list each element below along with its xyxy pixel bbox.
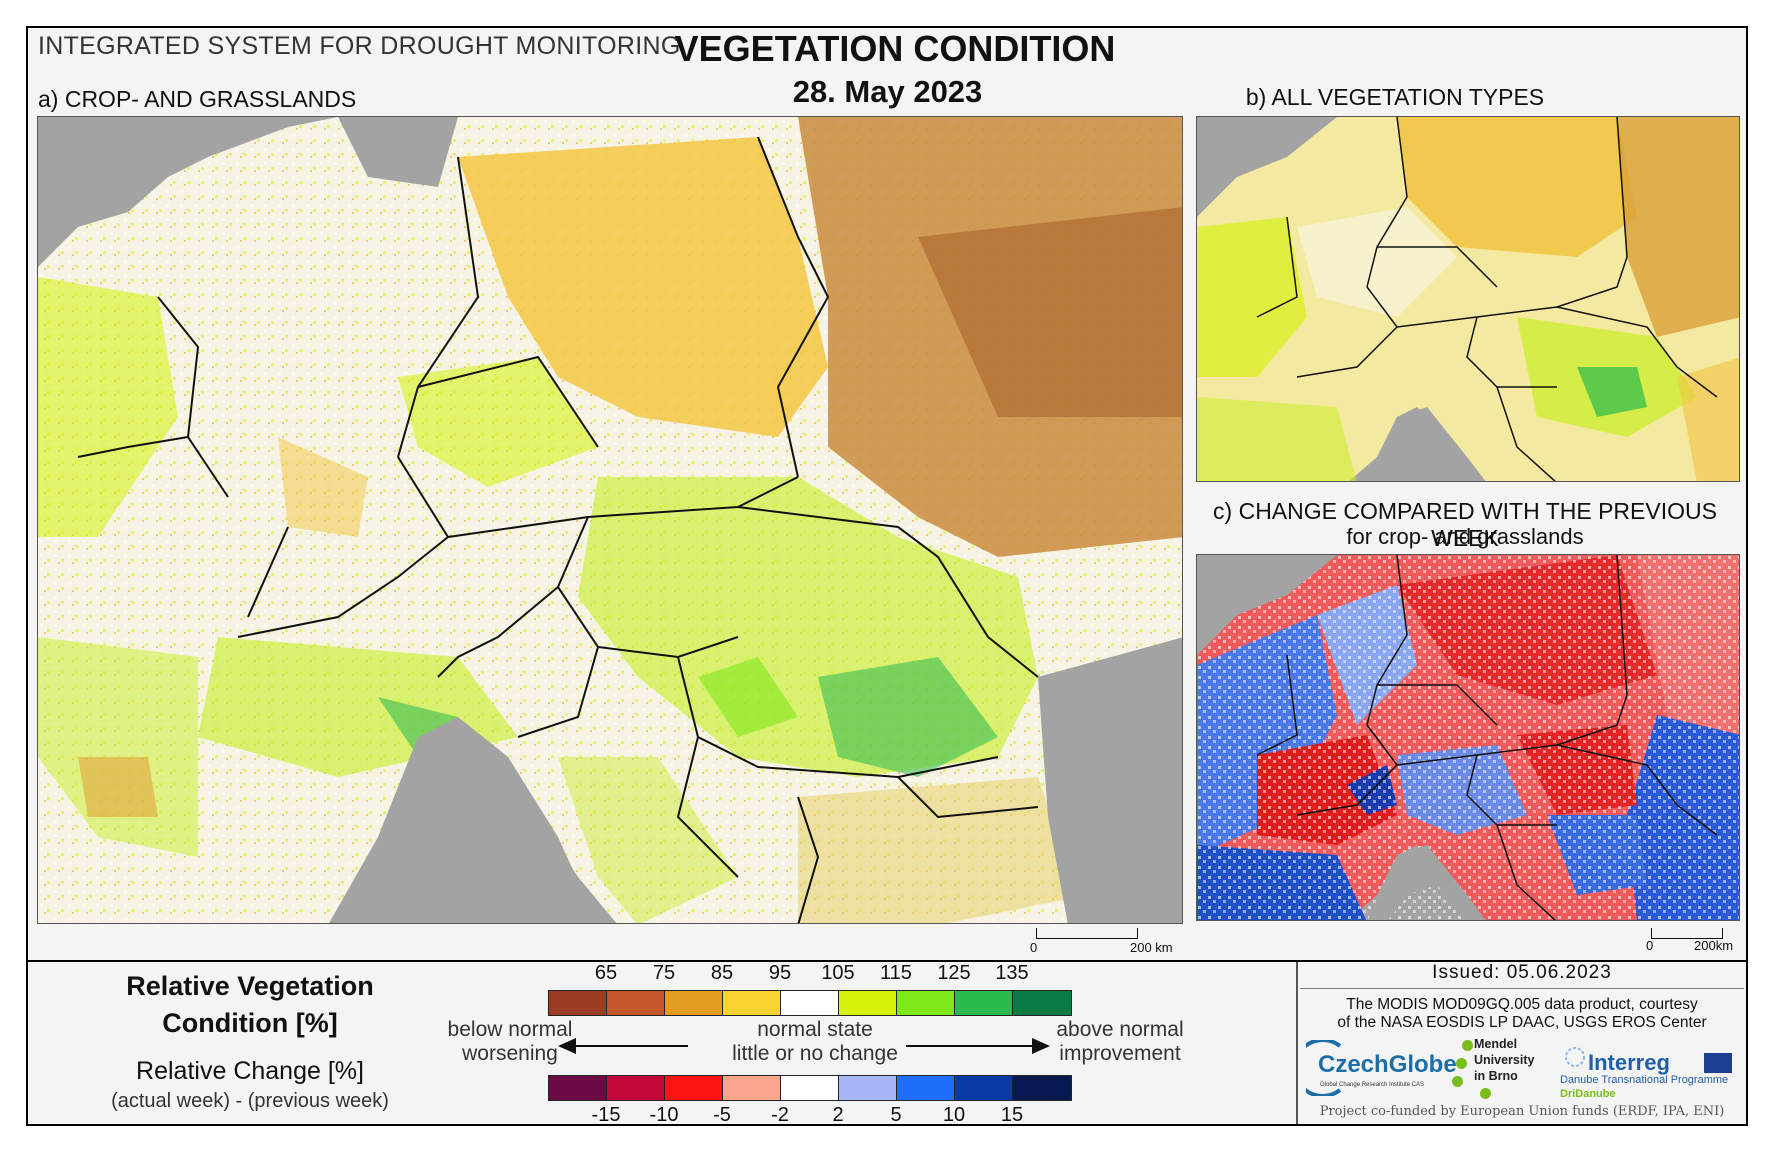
normal-state-text: normal state [757,1018,873,1041]
condition-tick-label: 75 [652,962,676,984]
change-tick-label: -10 [649,1104,679,1126]
condition-swatch [839,991,897,1015]
condition-swatch [723,991,781,1015]
condition-tick-label: 125 [937,962,971,984]
improvement-text: improvement [1059,1042,1181,1065]
change-tick-label: 15 [1000,1104,1024,1126]
condition-tick-label: 95 [768,962,792,984]
change-tick-label: 2 [832,1104,844,1126]
condition-colorbar [548,990,1072,1016]
dridanube-label: DriDanube [1560,1088,1616,1100]
interreg-star-icon [1565,1047,1585,1067]
worsening-text: worsening [462,1042,558,1065]
legend-relative-change: Relative Change [%] [136,1057,364,1085]
panel-a-title: a) CROP- AND GRASSLANDS [38,86,357,112]
above-normal-text: above normal [1056,1018,1184,1041]
panel-c-subtitle: for crop- and grasslands [1346,524,1584,549]
map-weekly-change[interactable] [1196,554,1740,921]
legend-divider [1296,962,1298,1124]
direction-arrows [558,1038,1050,1054]
condition-swatch [607,991,665,1015]
eu-flag-icon [1704,1053,1732,1073]
mendel-logo: Mendel University in Brno [1474,1036,1534,1084]
change-swatch [897,1076,955,1100]
legend-title-line1: Relative Vegetation [126,971,374,1001]
change-swatch [549,1076,607,1100]
panel-c-title: c) CHANGE COMPARED WITH THE PREVIOUS WEE… [1213,498,1717,551]
map-crop-grasslands[interactable] [37,116,1183,924]
condition-tick-label: 65 [594,962,618,984]
scalebar-a [1036,928,1138,939]
change-swatch [839,1076,897,1100]
below-normal-text: below normal [447,1018,573,1041]
mendel-dot-4 [1480,1088,1491,1099]
condition-swatch [549,991,607,1015]
condition-swatch [897,991,955,1015]
condition-swatch [781,991,839,1015]
legend-relative-change-sub: (actual week) - (previous week) [111,1090,389,1112]
below-normal-label: below normal worsening [430,1018,590,1066]
change-swatch [723,1076,781,1100]
scalebar-c-zero: 0 [1646,938,1654,953]
issued-divider [1300,988,1744,989]
page-title: VEGETATION CONDITION [674,28,1116,69]
condition-swatch [665,991,723,1015]
issued-date: Issued: 05.06.2023 [1432,962,1612,983]
map-date: 28. May 2023 [792,74,983,109]
mendel-line1: Mendel [1474,1037,1518,1051]
courtesy-line2: of the NASA EOSDIS LP DAAC, USGS EROS Ce… [1337,1014,1707,1031]
change-tick-label: -2 [771,1104,789,1126]
scalebar-c [1651,928,1723,939]
scalebar-a-end: 200 km [1130,940,1173,955]
change-colorbar [548,1075,1072,1101]
map-all-vegetation[interactable] [1196,116,1740,482]
change-tick-label: -5 [713,1104,731,1126]
legend-panel [26,960,1748,1126]
scalebar-c-end: 200km [1694,938,1734,953]
czechglobe-logo-arc [1306,1040,1342,1096]
panel-b-title: b) ALL VEGETATION TYPES [1245,84,1545,110]
condition-tick-label: 135 [995,962,1029,984]
mendel-dot-1 [1462,1040,1473,1051]
mendel-dot-2 [1456,1058,1467,1069]
scalebar-a-zero: 0 [1030,940,1038,955]
interreg-logo: Interreg [1588,1050,1670,1075]
system-title: INTEGRATED SYSTEM FOR DROUGHT MONITORING [38,32,681,60]
condition-tick-label: 115 [880,962,912,984]
condition-swatch [955,991,1013,1015]
above-normal-label: above normal improvement [1040,1018,1200,1066]
change-swatch [607,1076,665,1100]
data-courtesy: The MODIS MOD09GQ.005 data product, cour… [1300,996,1744,1032]
funding-note: Project co-funded by European Union fund… [1319,1104,1725,1119]
change-swatch [665,1076,723,1100]
change-swatch [955,1076,1013,1100]
condition-tick-label: 85 [710,962,734,984]
czechglobe-logo: CzechGlobe [1318,1051,1457,1078]
legend-title-line2: Condition [%] [162,1008,338,1038]
mendel-line2: University [1474,1053,1535,1067]
courtesy-line1: The MODIS MOD09GQ.005 data product, cour… [1346,996,1698,1013]
legend-title: Relative Vegetation Condition [%] [100,968,400,1042]
change-tick-label: 5 [890,1104,902,1126]
czechglobe-logo-sub: Global Change Research Institute CAS [1320,1082,1425,1088]
little-change-text: little or no change [732,1042,898,1065]
interreg-programme: Danube Transnational Programme [1560,1074,1729,1086]
change-tick-label: 10 [942,1104,966,1126]
mendel-dot-3 [1452,1076,1463,1087]
condition-tick-label: 105 [821,962,855,984]
change-swatch [781,1076,839,1100]
normal-state-label: normal state little or no change [710,1018,920,1066]
condition-swatch [1013,991,1071,1015]
mendel-line3: in Brno [1474,1069,1518,1083]
change-swatch [1013,1076,1071,1100]
change-tick-label: -15 [591,1104,621,1126]
